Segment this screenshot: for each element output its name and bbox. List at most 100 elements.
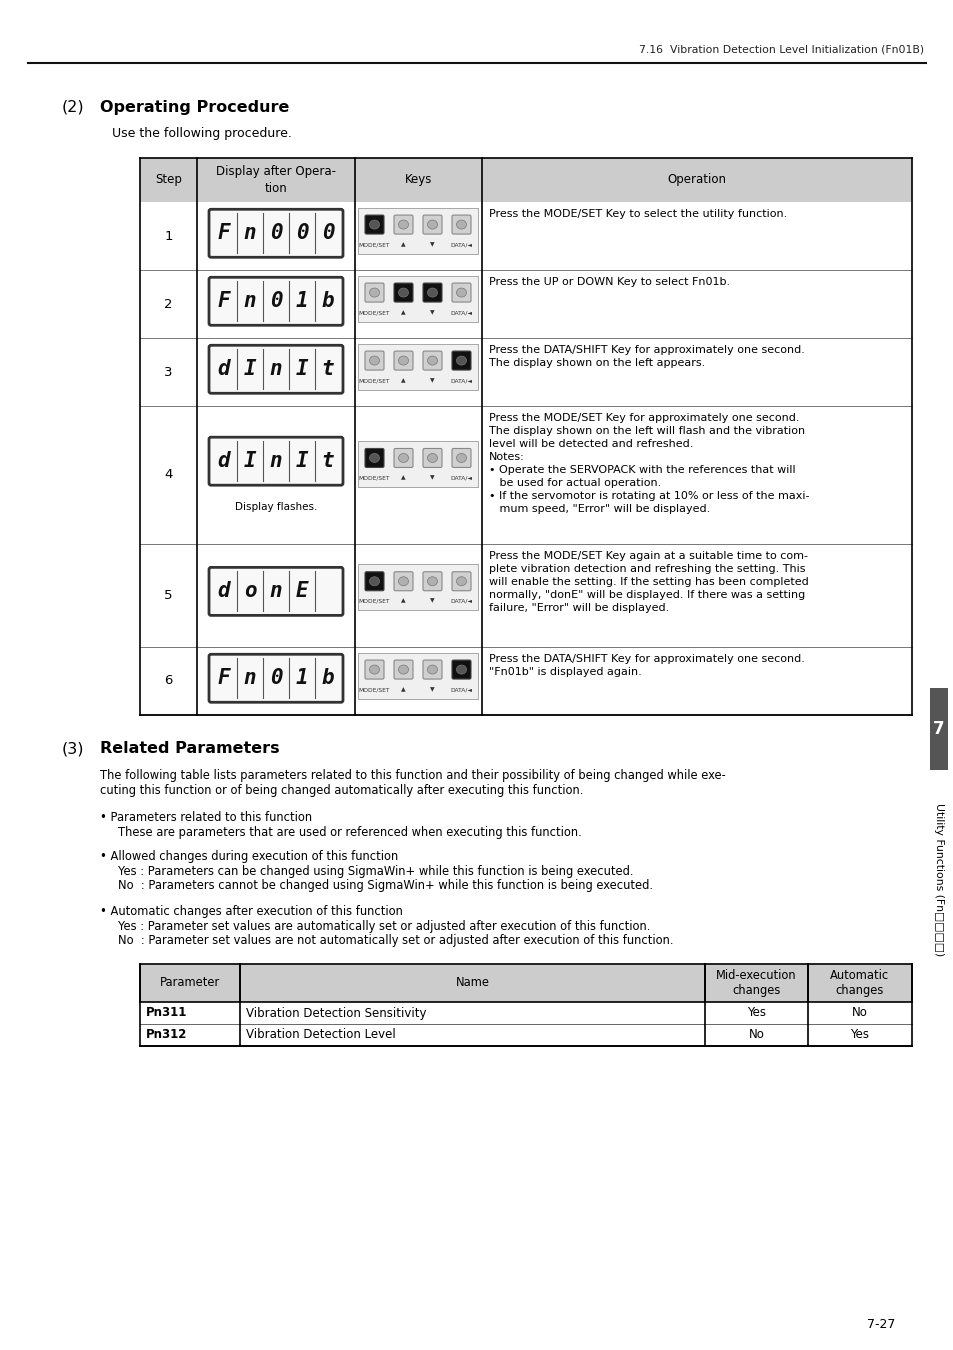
Ellipse shape — [427, 666, 437, 674]
Text: 2: 2 — [164, 297, 172, 310]
FancyBboxPatch shape — [365, 284, 384, 302]
Ellipse shape — [398, 666, 408, 674]
Text: 7-27: 7-27 — [865, 1319, 894, 1331]
Ellipse shape — [369, 576, 379, 586]
Bar — [358, 208, 478, 254]
Text: o: o — [243, 582, 256, 601]
Text: No: No — [851, 1007, 867, 1019]
Text: MODE/SET: MODE/SET — [358, 310, 390, 315]
Bar — [358, 564, 478, 610]
Text: MODE/SET: MODE/SET — [358, 242, 390, 247]
Ellipse shape — [427, 288, 437, 297]
Text: t: t — [321, 359, 334, 379]
Text: Name: Name — [455, 976, 489, 990]
Text: The following table lists parameters related to this function and their possibil: The following table lists parameters rel… — [100, 769, 725, 782]
Text: 1: 1 — [295, 292, 308, 312]
Text: Press the DATA/SHIFT Key for approximately one second.
"Fn01b" is displayed agai: Press the DATA/SHIFT Key for approximate… — [489, 653, 804, 678]
Ellipse shape — [398, 356, 408, 365]
Text: MODE/SET: MODE/SET — [358, 599, 390, 603]
Text: These are parameters that are used or referenced when executing this function.: These are parameters that are used or re… — [118, 826, 581, 838]
Text: DATA/◄: DATA/◄ — [450, 378, 472, 383]
Ellipse shape — [398, 576, 408, 586]
Text: (3): (3) — [62, 741, 85, 756]
FancyBboxPatch shape — [394, 572, 413, 591]
Text: Step: Step — [155, 174, 182, 186]
Text: Display flashes.: Display flashes. — [234, 502, 316, 512]
Text: Display after Opera-
tion: Display after Opera- tion — [215, 166, 335, 194]
Text: • Parameters related to this function: • Parameters related to this function — [100, 811, 312, 824]
Ellipse shape — [427, 454, 437, 463]
Text: ▲: ▲ — [401, 475, 405, 481]
Text: 6: 6 — [164, 675, 172, 687]
FancyBboxPatch shape — [452, 448, 471, 467]
Ellipse shape — [456, 220, 466, 230]
Text: Press the MODE/SET Key for approximately one second.
The display shown on the le: Press the MODE/SET Key for approximately… — [489, 413, 809, 514]
Ellipse shape — [369, 666, 379, 674]
Text: 1: 1 — [164, 230, 172, 243]
Text: ▼: ▼ — [430, 687, 435, 693]
Text: DATA/◄: DATA/◄ — [450, 242, 472, 247]
Text: ▲: ▲ — [401, 378, 405, 383]
Text: ▼: ▼ — [430, 599, 435, 603]
Text: t: t — [321, 451, 334, 471]
Ellipse shape — [456, 288, 466, 297]
Text: 0: 0 — [295, 223, 308, 243]
Text: cuting this function or of being changed automatically after executing this func: cuting this function or of being changed… — [100, 784, 583, 796]
FancyBboxPatch shape — [452, 572, 471, 591]
Text: Press the MODE/SET Key to select the utility function.: Press the MODE/SET Key to select the uti… — [489, 209, 786, 219]
FancyBboxPatch shape — [394, 351, 413, 370]
Ellipse shape — [398, 454, 408, 463]
Text: DATA/◄: DATA/◄ — [450, 475, 472, 481]
Text: d: d — [217, 582, 230, 601]
Text: ▼: ▼ — [430, 378, 435, 383]
FancyBboxPatch shape — [452, 660, 471, 679]
FancyBboxPatch shape — [422, 660, 441, 679]
Text: • Allowed changes during execution of this function: • Allowed changes during execution of th… — [100, 850, 397, 863]
Text: ▲: ▲ — [401, 599, 405, 603]
Text: Automatic
changes: Automatic changes — [829, 969, 889, 998]
FancyBboxPatch shape — [422, 448, 441, 467]
FancyBboxPatch shape — [209, 567, 343, 616]
Text: b: b — [321, 292, 334, 312]
FancyBboxPatch shape — [209, 277, 343, 325]
Text: 3: 3 — [164, 366, 172, 378]
Text: d: d — [217, 359, 230, 379]
Text: 4: 4 — [164, 468, 172, 482]
Text: ▼: ▼ — [430, 475, 435, 481]
Text: 7: 7 — [932, 720, 943, 738]
Text: No  : Parameters cannot be changed using SigmaWin+ while this function is being : No : Parameters cannot be changed using … — [118, 879, 652, 892]
Text: n: n — [243, 223, 256, 243]
Ellipse shape — [456, 666, 466, 674]
Text: Utility Functions (Fn□□□□): Utility Functions (Fn□□□□) — [933, 803, 943, 957]
Text: DATA/◄: DATA/◄ — [450, 310, 472, 315]
Ellipse shape — [398, 220, 408, 230]
Text: 0: 0 — [270, 223, 282, 243]
FancyBboxPatch shape — [452, 351, 471, 370]
Text: Yes: Yes — [746, 1007, 765, 1019]
Text: n: n — [243, 292, 256, 312]
Text: Operating Procedure: Operating Procedure — [100, 100, 289, 115]
Text: I: I — [243, 451, 256, 471]
Text: Yes : Parameters can be changed using SigmaWin+ while this function is being exe: Yes : Parameters can be changed using Si… — [118, 865, 633, 878]
Text: Parameter: Parameter — [160, 976, 220, 990]
Text: Press the MODE/SET Key again at a suitable time to com-
plete vibration detectio: Press the MODE/SET Key again at a suitab… — [489, 551, 808, 613]
Bar — [140, 964, 911, 1002]
Text: Keys: Keys — [404, 174, 432, 186]
Text: Vibration Detection Sensitivity: Vibration Detection Sensitivity — [246, 1007, 426, 1019]
Text: DATA/◄: DATA/◄ — [450, 599, 472, 603]
Text: 0: 0 — [270, 292, 282, 312]
FancyBboxPatch shape — [365, 448, 384, 467]
FancyBboxPatch shape — [209, 209, 343, 258]
Ellipse shape — [398, 288, 408, 297]
FancyBboxPatch shape — [365, 215, 384, 234]
Text: n: n — [243, 668, 256, 688]
FancyBboxPatch shape — [365, 572, 384, 591]
FancyBboxPatch shape — [452, 284, 471, 302]
Text: Yes : Parameter set values are automatically set or adjusted after execution of : Yes : Parameter set values are automatic… — [118, 919, 650, 933]
FancyBboxPatch shape — [422, 351, 441, 370]
Text: MODE/SET: MODE/SET — [358, 687, 390, 693]
FancyBboxPatch shape — [394, 215, 413, 234]
Text: No: No — [748, 1029, 763, 1041]
Text: I: I — [295, 359, 308, 379]
FancyBboxPatch shape — [422, 284, 441, 302]
